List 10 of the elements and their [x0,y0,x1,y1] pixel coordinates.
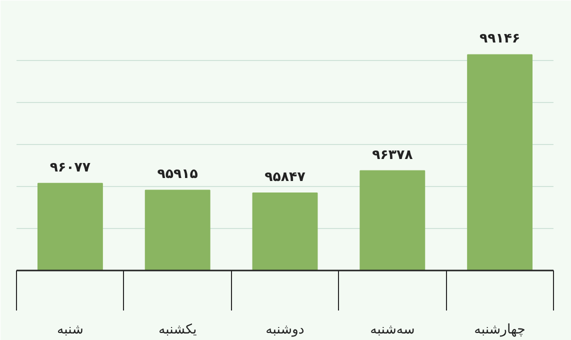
x-tick-label: چهارشنبه [474,322,526,338]
data-label: ۹۹۱۴۶ [479,32,520,47]
data-label: ۹۶۳۷۸ [372,148,413,163]
x-tick-label: دوشنبه [266,322,304,338]
x-tick-label: سه‌شنبه [370,322,415,338]
data-label: ۹۵۹۱۵ [157,167,198,182]
data-label: ۹۶۰۷۷ [50,160,91,176]
x-tick-label: شنبه [57,322,84,338]
x-tick-label: یکشنبه [158,322,197,338]
data-label: ۹۵۸۴۷ [264,170,306,186]
